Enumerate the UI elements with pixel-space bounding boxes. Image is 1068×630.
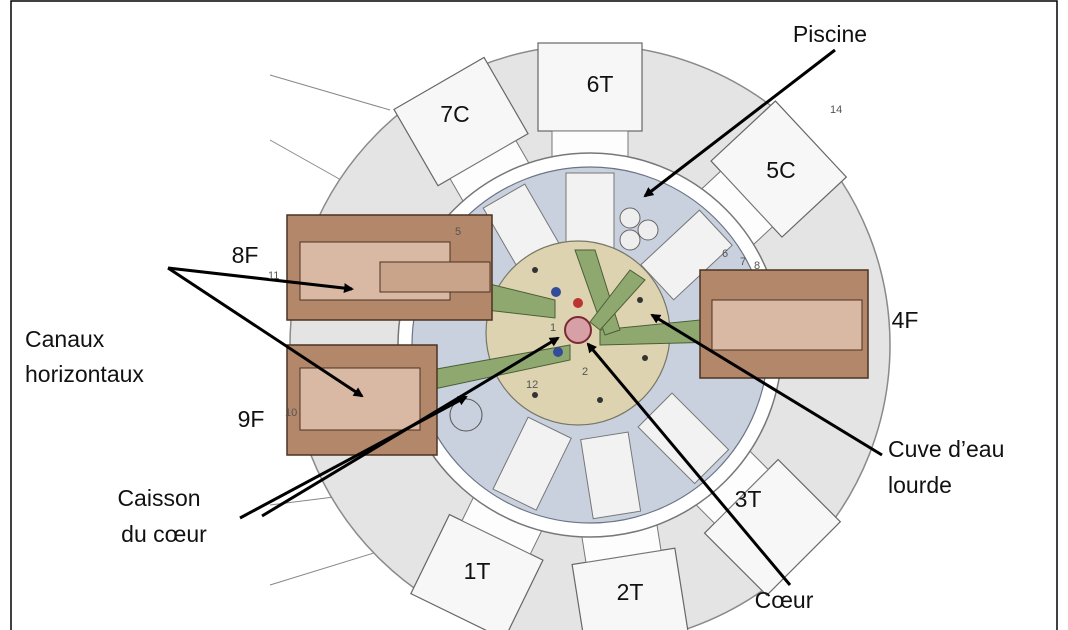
label: 7C <box>440 101 469 127</box>
channel-4F <box>700 270 868 378</box>
small-number: 10 <box>285 407 297 419</box>
label: du cœur <box>121 521 207 547</box>
label: 9F <box>238 406 265 432</box>
small-number: 8 <box>754 260 760 272</box>
label: 5C <box>766 157 795 183</box>
label: 1T <box>464 558 491 584</box>
small-number: 11 <box>268 270 279 282</box>
label: Canaux <box>25 326 105 352</box>
small-number: 12 <box>526 379 538 391</box>
label: horizontaux <box>25 361 144 387</box>
label: 8F <box>232 242 259 268</box>
small-number: 5 <box>455 226 461 238</box>
label: Caisson <box>117 485 200 511</box>
label: 3T <box>735 486 762 512</box>
core-marker <box>553 347 563 357</box>
small-number: 2 <box>582 366 588 378</box>
label: 2T <box>617 579 644 605</box>
small-number: 14 <box>830 104 842 116</box>
channel-8F <box>287 215 492 320</box>
pool-item <box>638 220 658 240</box>
pool-item <box>620 208 640 228</box>
core-marker <box>573 298 583 308</box>
small-number: 6 <box>722 248 728 260</box>
label: 4F <box>892 307 919 333</box>
label: Cœur <box>755 587 814 613</box>
label: 6T <box>587 71 614 97</box>
pool-item <box>620 230 640 250</box>
small-number: 7 <box>740 256 746 268</box>
label: Cuve d’eau <box>888 436 1004 462</box>
label: lourde <box>888 472 952 498</box>
core <box>565 317 591 343</box>
diagram: Piscine 6T 7C 5C 8F 4F Canaux horizontau… <box>0 0 1068 630</box>
small-number: 1 <box>550 322 556 334</box>
core-marker <box>551 287 561 297</box>
label: Piscine <box>793 21 867 47</box>
